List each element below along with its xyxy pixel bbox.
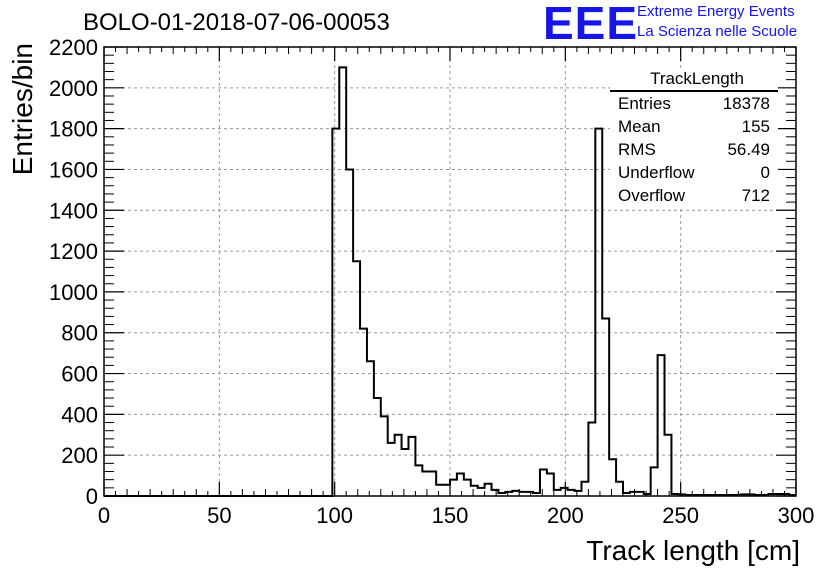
stats-row-rms: RMS 56.49: [610, 138, 778, 161]
stats-box: TrackLength Entries 18378 Mean 155 RMS 5…: [610, 68, 778, 207]
y-tick-label: 2200: [49, 35, 98, 60]
x-tick-label: 200: [547, 503, 584, 528]
logo-caption: Extreme Energy Events La Scienza nelle S…: [637, 2, 797, 42]
y-tick-label: 400: [61, 402, 98, 427]
x-tick-label: 0: [98, 503, 110, 528]
stats-row-mean: Mean 155: [610, 115, 778, 138]
y-tick-label: 1600: [49, 157, 98, 182]
logo-caption-line2: La Scienza nelle Scuole: [637, 23, 798, 40]
stats-label: Entries: [618, 94, 671, 113]
axis-tick-labels: 0200400600800100012001400160018002000220…: [49, 35, 814, 528]
stats-row-entries: Entries 18378: [610, 92, 778, 115]
x-tick-label: 50: [207, 503, 231, 528]
stats-value: 18378: [722, 94, 770, 113]
stats-value: 155: [741, 117, 770, 136]
stats-value: 56.49: [727, 140, 770, 159]
y-tick-label: 200: [61, 443, 98, 468]
y-tick-label: 2000: [49, 76, 98, 101]
y-axis-label: Entries/bin: [7, 43, 38, 175]
stats-title: TrackLength: [610, 68, 778, 92]
stats-row-underflow: Underflow 0: [610, 161, 778, 184]
x-tick-label: 300: [778, 503, 815, 528]
x-tick-label: 150: [432, 503, 469, 528]
y-tick-label: 600: [61, 362, 98, 387]
stats-row-overflow: Overflow 712: [610, 184, 778, 207]
y-tick-label: 1000: [49, 280, 98, 305]
y-tick-label: 800: [61, 321, 98, 346]
y-tick-label: 1200: [49, 239, 98, 264]
x-axis-label: Track length [cm]: [586, 535, 800, 566]
stats-value: 712: [741, 186, 770, 205]
stats-label: Mean: [618, 117, 661, 136]
x-tick-label: 250: [662, 503, 699, 528]
axis-ticks: [103, 46, 797, 497]
x-tick-label: 100: [316, 503, 353, 528]
stats-value: 0: [760, 163, 770, 182]
eee-logo: EEE: [543, 0, 639, 49]
stats-label: Overflow: [618, 186, 686, 205]
stats-label: RMS: [618, 140, 656, 159]
y-tick-label: 0: [86, 484, 98, 509]
y-tick-label: 1400: [49, 198, 98, 223]
stats-label: Underflow: [618, 163, 695, 182]
y-tick-label: 1800: [49, 117, 98, 142]
logo-caption-line1: Extreme Energy Events: [637, 3, 795, 20]
run-title: BOLO-01-2018-07-06-00053: [83, 9, 390, 36]
